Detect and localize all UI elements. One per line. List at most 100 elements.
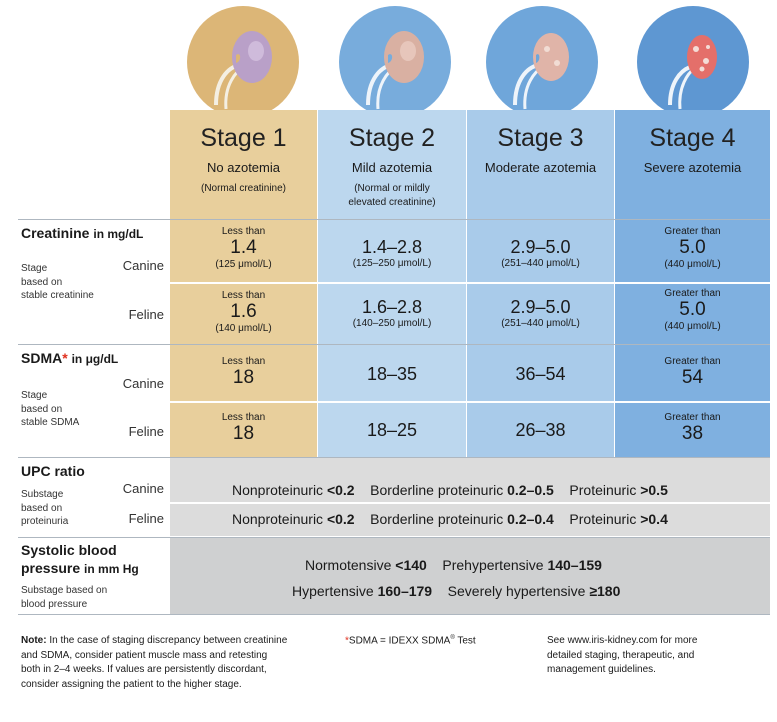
upc-label: Borderline proteinuric (370, 482, 504, 498)
stage-4-kidney-illustration (636, 5, 750, 119)
cell-value: 36–54 (515, 364, 566, 384)
stage-3-title: Stage 3 (497, 124, 584, 152)
kidney-icon (637, 6, 749, 118)
cell-value: 5.0 (679, 299, 706, 320)
cell-prefix: Greater than (664, 288, 721, 299)
cell-prefix: Greater than (664, 412, 721, 423)
sdma-sublabel: Stage based on stable SDMA (21, 389, 79, 430)
divider (18, 344, 770, 345)
cell-prefix: Greater than (664, 356, 721, 367)
sdma-sublabel-line: based on (21, 403, 63, 415)
stage-1-note: (Normal creatinine) (200, 183, 287, 194)
footer-sdma-definition: *SDMA = IDEXX SDMA® Test (345, 634, 525, 649)
bp-label: Normotensive (305, 557, 392, 573)
upc-label: Proteinuric (569, 511, 637, 527)
creatinine-heading: Creatinine in mg/dL (21, 225, 143, 241)
registered-mark: ® (450, 635, 455, 641)
sdma-feline-stage-4: Greater than 38 (615, 412, 770, 445)
cell-value: 1.6–2.8 (361, 297, 423, 317)
cell-prefix: Greater than (664, 226, 721, 237)
upc-label: Nonproteinuric (232, 511, 324, 527)
cell-value: 26–38 (515, 420, 566, 440)
bp-row-1: Normotensive <140 Prehypertensive 140–15… (305, 557, 602, 573)
cell-unit: (125–250 μmol/L) (352, 258, 432, 269)
divider (170, 401, 770, 403)
creatinine-sublabel-line: Stage (21, 263, 48, 274)
upc-feline-row: Nonproteinuric <0.2 Borderline proteinur… (232, 511, 668, 527)
creatinine-canine-stage-1: Less than 1.4 (125 μmol/L) (170, 226, 317, 270)
creatinine-feline-label: Feline (128, 307, 164, 322)
divider (18, 537, 770, 538)
sdma-asterisk: * (345, 635, 349, 647)
iris-text: See www.iris-kidney.com for more (547, 635, 698, 646)
upc-sublabel-line: Substage (21, 489, 64, 500)
sdma-canine-stage-2: 18–35 (318, 364, 466, 385)
creatinine-unit: in mg/dL (93, 227, 144, 241)
upc-label: Nonproteinuric (232, 482, 324, 498)
creatinine-canine-stage-2: 1.4–2.8 (125–250 μmol/L) (318, 237, 466, 269)
upc-band (170, 458, 770, 536)
sdma-canine-stage-1: Less than 18 (170, 356, 317, 389)
bp-value: 140–159 (547, 557, 602, 573)
upc-value: <0.2 (326, 511, 355, 527)
cell-prefix: Less than (221, 226, 266, 237)
stage-4-column: Stage 4 Severe azotemia (615, 110, 770, 458)
stage-3-kidney-illustration (485, 5, 599, 119)
cell-unit: (140 μmol/L) (215, 322, 272, 334)
stage-1-column: Stage 1 No azotemia (Normal creatinine) (170, 110, 317, 458)
sdma-definition-text: Test (454, 635, 476, 647)
bp-label: Hypertensive (292, 583, 374, 599)
bp-heading: Systolic blood pressure in mm Hg (21, 541, 139, 578)
creatinine-title: Creatinine (21, 225, 90, 241)
cell-value: 1.4 (230, 237, 257, 258)
bp-label: Prehypertensive (442, 557, 544, 573)
cell-value: 2.9–5.0 (510, 297, 571, 317)
bp-value: <140 (395, 557, 427, 573)
divider (170, 282, 770, 284)
bp-row-2: Hypertensive 160–179 Severely hypertensi… (292, 583, 620, 599)
cell-value: 1.4–2.8 (361, 237, 423, 257)
upc-sublabel: Substage based on proteinuria (21, 488, 68, 529)
sdma-unit: in μg/dL (71, 352, 119, 366)
stage-3-column: Stage 3 Moderate azotemia (467, 110, 614, 458)
sdma-sublabel-line: stable SDMA (21, 417, 80, 428)
stage-2-note: (Normal or mildly elevated creatinine) (348, 183, 436, 208)
bp-sublabel-line: Substage based on (21, 585, 108, 596)
upc-value: <0.2 (326, 482, 355, 498)
bp-sublabel: Substage based on blood pressure (21, 584, 107, 611)
sdma-feline-stage-2: 18–25 (318, 420, 466, 441)
cell-prefix: Less than (221, 412, 266, 423)
kidney-icon (486, 6, 598, 118)
stage-2-kidney-illustration (338, 5, 452, 119)
cell-value: 18 (232, 423, 255, 444)
stage-1-title: Stage 1 (200, 124, 287, 152)
creatinine-sublabel-line: stable creatinine (21, 290, 94, 301)
sdma-sublabel-line: Stage (21, 390, 48, 401)
sdma-heading: SDMA* in μg/dL (21, 350, 118, 366)
stage-3-subtitle: Moderate azotemia (484, 160, 597, 175)
stage-2-title: Stage 2 (348, 124, 436, 152)
note-text: and SDMA, consider patient muscle mass a… (21, 649, 268, 661)
creatinine-feline-stage-4: Greater than 5.0 (440 μmol/L) (615, 288, 770, 332)
bp-heading-line: pressure (21, 560, 81, 577)
cell-value: 18 (232, 367, 255, 388)
divider (18, 219, 770, 220)
upc-value: >0.5 (640, 482, 668, 498)
kidney-icon (187, 6, 299, 118)
sdma-feline-label: Feline (128, 424, 164, 439)
upc-canine-row: Nonproteinuric <0.2 Borderline proteinur… (232, 482, 668, 498)
stage-1-subtitle: No azotemia (207, 160, 280, 175)
upc-feline-label: Feline (128, 511, 164, 526)
cell-value: 5.0 (679, 237, 706, 258)
divider (18, 457, 770, 458)
cell-value: 54 (681, 367, 704, 388)
stage-4-subtitle: Severe azotemia (643, 160, 742, 175)
cell-unit: (251–440 μmol/L) (501, 318, 580, 329)
note-text: In the case of staging discrepancy betwe… (46, 635, 288, 646)
divider (18, 614, 770, 615)
sdma-feline-stage-3: 26–38 (467, 420, 614, 441)
cell-value: 1.6 (230, 301, 257, 322)
cell-unit: (140–250 μmol/L) (352, 318, 432, 329)
creatinine-feline-stage-3: 2.9–5.0 (251–440 μmol/L) (467, 297, 614, 329)
cell-unit: (440 μmol/L) (664, 258, 721, 270)
